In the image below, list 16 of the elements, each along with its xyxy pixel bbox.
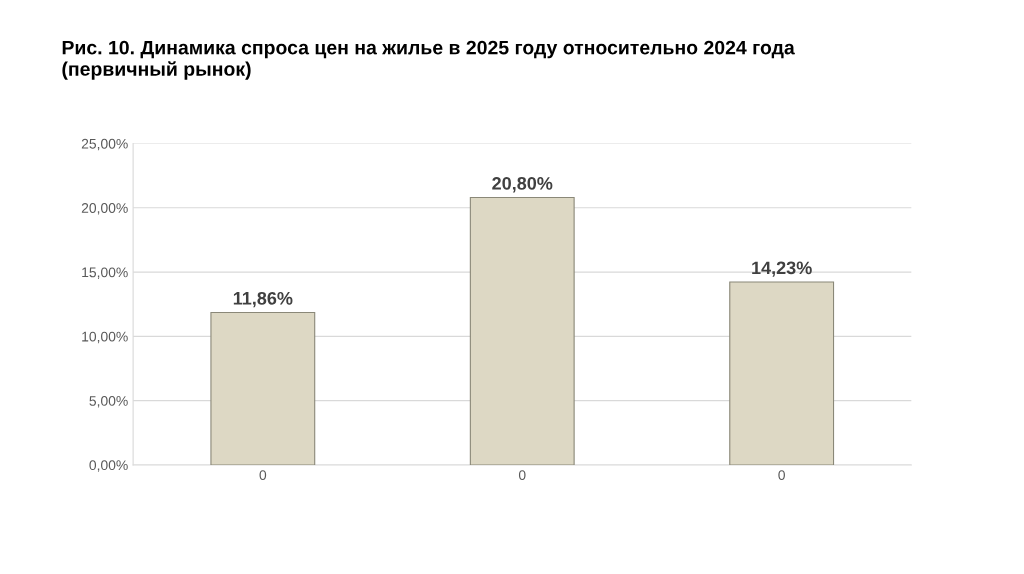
bar bbox=[729, 281, 835, 465]
y-tick-label: 10,00% bbox=[82, 331, 128, 344]
y-tick-label: 0,00% bbox=[89, 460, 128, 472]
y-tick-label: 20,00% bbox=[81, 203, 128, 215]
x-tick-label: 0 bbox=[259, 470, 267, 480]
x-tick-label: 0 bbox=[518, 470, 526, 480]
x-tick-label: 0 bbox=[778, 470, 785, 480]
chart-title: Рис. 10. Динамика спроса цен на жилье в 2025 году относительно 2024 года (первичный рынок) bbox=[62, 40, 795, 80]
y-tick-label: 25,00% bbox=[81, 138, 128, 151]
data-label: 14,23% bbox=[752, 261, 812, 277]
bar bbox=[469, 196, 575, 465]
data-label: 20,80% bbox=[492, 176, 553, 193]
bar bbox=[210, 311, 316, 465]
y-tick-label: 5,00% bbox=[89, 395, 128, 408]
data-label: 11,86% bbox=[233, 291, 293, 308]
y-tick-label: 15,00% bbox=[82, 267, 128, 279]
